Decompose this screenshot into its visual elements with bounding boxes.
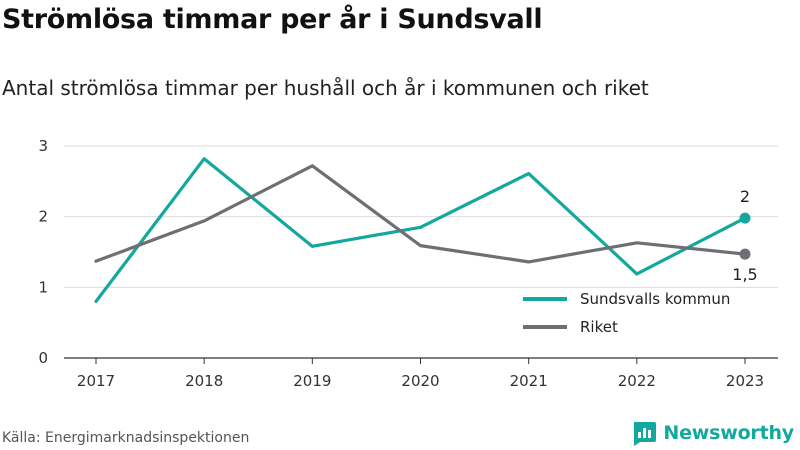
series-line-1	[94, 164, 747, 264]
chart-title: Strömlösa timmar per år i Sundsvall	[2, 4, 543, 35]
series-end-point-0	[739, 212, 751, 224]
gridlines	[64, 145, 778, 288]
x-tick-label: 2017	[77, 372, 115, 390]
y-tick-label: 2	[38, 208, 48, 226]
brand-name: Newsworthy	[663, 422, 794, 444]
x-tick-label: 2018	[185, 372, 223, 390]
legend-label-0: Sundsvalls kommun	[580, 290, 730, 308]
legend-label-1: Riket	[580, 318, 618, 336]
newsworthy-logo-icon	[634, 422, 657, 446]
series-line-0	[94, 157, 747, 304]
x-tick-label: 2023	[726, 372, 764, 390]
brand-logo: Newsworthy	[631, 420, 794, 446]
y-tick-label: 0	[38, 349, 48, 367]
x-tick-label: 2021	[510, 372, 548, 390]
y-tick-label: 3	[38, 137, 48, 155]
series: 21,5	[94, 157, 758, 304]
axes: 0 1 2 3 2017 2018 2019 2020 2021 2022 2023	[38, 137, 778, 390]
x-tick-label: 2022	[618, 372, 656, 390]
x-tick-label: 2019	[293, 372, 331, 390]
chart-subtitle: Antal strömlösa timmar per hushåll och å…	[2, 76, 649, 100]
x-tick-label: 2020	[401, 372, 439, 390]
source-note: Källa: Energimarknadsinspektionen	[2, 430, 250, 446]
series-end-point-1	[739, 248, 751, 260]
y-tick-label: 1	[38, 278, 48, 296]
data-label-0: 2	[740, 187, 750, 206]
legend: Sundsvalls kommun Riket	[523, 290, 730, 336]
data-label-1: 1,5	[732, 265, 757, 284]
